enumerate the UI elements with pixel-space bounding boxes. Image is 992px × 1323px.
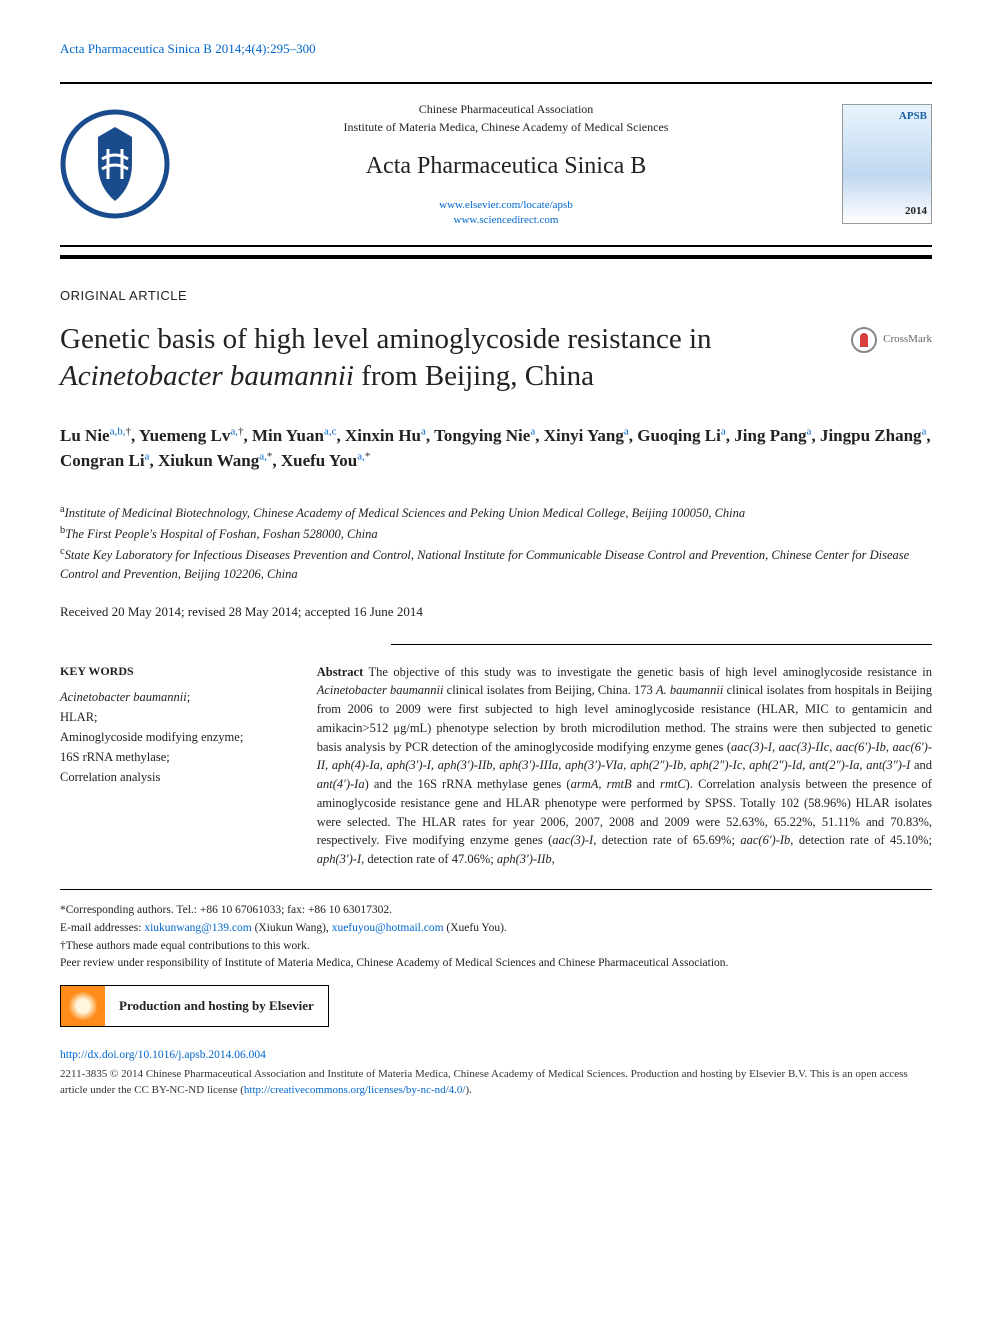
abstract-label: Abstract	[317, 665, 364, 679]
hosting-text: Production and hosting by Elsevier	[105, 997, 328, 1015]
copyright-text: 2211-3835 © 2014 Chinese Pharmaceutical …	[60, 1067, 932, 1099]
email-link-2[interactable]: xuefuyou@hotmail.com	[332, 922, 444, 934]
footnote-rule	[60, 889, 932, 890]
journal-url-sciencedirect[interactable]: www.sciencedirect.com	[186, 213, 826, 228]
elsevier-logo-icon	[61, 986, 105, 1026]
cover-year: 2014	[905, 204, 927, 219]
journal-name: Acta Pharmaceutica Sinica B	[186, 150, 826, 184]
cc-license-link[interactable]: http://creativecommons.org/licenses/by-n…	[244, 1084, 466, 1096]
affiliation-b: bThe First People's Hospital of Foshan, …	[60, 523, 932, 544]
header-center: Chinese Pharmaceutical Association Insti…	[186, 100, 826, 228]
publisher-assoc-1: Chinese Pharmaceutical Association	[186, 100, 826, 118]
journal-header: Chinese Pharmaceutical Association Insti…	[60, 82, 932, 246]
affiliation-a: aInstitute of Medicinal Biotechnology, C…	[60, 502, 932, 523]
keywords-list: Acinetobacter baumannii;HLAR;Aminoglycos…	[60, 687, 287, 787]
header-rule	[60, 255, 932, 259]
footnotes: *Corresponding authors. Tel.: +86 10 670…	[60, 902, 932, 973]
article-type: ORIGINAL ARTICLE	[60, 287, 932, 305]
corresponding-note: *Corresponding authors. Tel.: +86 10 670…	[60, 902, 932, 920]
keywords-column: KEY WORDS Acinetobacter baumannii;HLAR;A…	[60, 663, 287, 869]
crossmark-icon	[851, 327, 877, 353]
peer-review-note: Peer review under responsibility of Inst…	[60, 955, 932, 973]
doi-link[interactable]: http://dx.doi.org/10.1016/j.apsb.2014.06…	[60, 1047, 932, 1063]
affiliations: aInstitute of Medicinal Biotechnology, C…	[60, 502, 932, 583]
crossmark-badge[interactable]: CrossMark	[851, 327, 932, 353]
crossmark-label: CrossMark	[883, 332, 932, 347]
article-title: Genetic basis of high level aminoglycosi…	[60, 321, 831, 395]
equal-contrib-note: †These authors made equal contributions …	[60, 938, 932, 956]
email-line: E-mail addresses: xiukunwang@139.com (Xi…	[60, 920, 932, 938]
abstract-text: Abstract The objective of this study was…	[317, 663, 932, 869]
hosting-badge: Production and hosting by Elsevier	[60, 985, 329, 1027]
article-dates: Received 20 May 2014; revised 28 May 201…	[60, 603, 932, 621]
journal-cover-icon: APSB 2014	[842, 104, 932, 224]
email-link-1[interactable]: xiukunwang@139.com	[144, 922, 251, 934]
cover-abbrev: APSB	[899, 109, 927, 124]
publisher-assoc-2: Institute of Materia Medica, Chinese Aca…	[186, 118, 826, 136]
journal-url-elsevier[interactable]: www.elsevier.com/locate/apsb	[186, 198, 826, 213]
keywords-heading: KEY WORDS	[60, 663, 287, 680]
abstract-top-rule	[391, 644, 932, 645]
authors-block: Lu Niea,b,†, Yuemeng Lva,†, Min Yuana,c,…	[60, 423, 932, 474]
society-logo-icon	[60, 109, 170, 219]
journal-reference: Acta Pharmaceutica Sinica B 2014;4(4):29…	[60, 40, 932, 58]
affiliation-c: cState Key Laboratory for Infectious Dis…	[60, 544, 932, 584]
